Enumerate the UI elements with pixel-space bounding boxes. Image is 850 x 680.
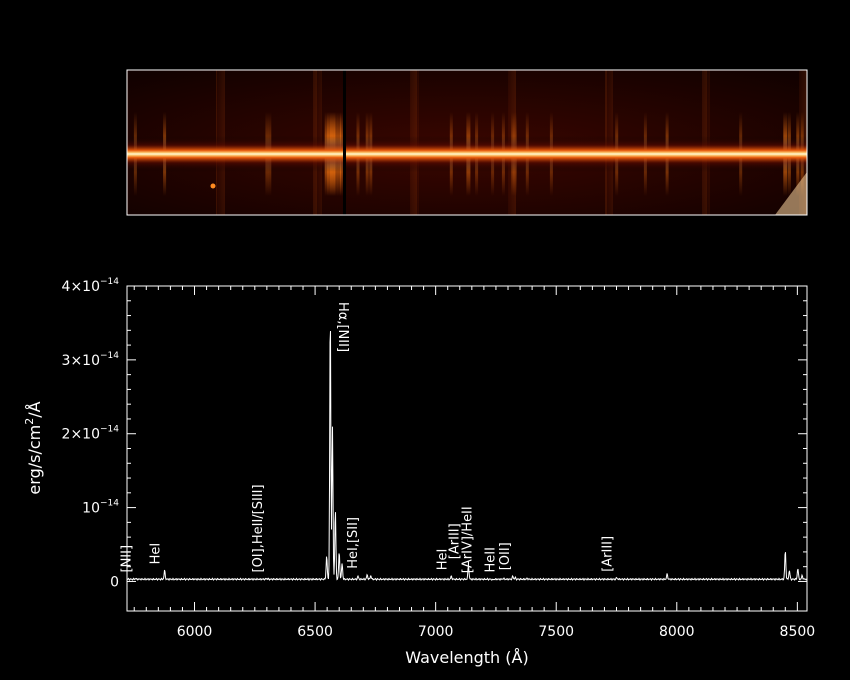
y-tick-label: 0 bbox=[110, 574, 119, 590]
spectrum-line bbox=[127, 330, 807, 582]
x-tick-label: 8500 bbox=[780, 624, 816, 640]
y-axis-label: erg/s/cm2/Å bbox=[23, 401, 44, 494]
x-tick-label: 7500 bbox=[538, 624, 574, 640]
annot-oii-7325: [OII] bbox=[498, 542, 513, 570]
hot-pixel bbox=[210, 183, 216, 189]
x-tick-label: 7000 bbox=[418, 624, 454, 640]
annot-ariii-7751: [ArIII] bbox=[601, 536, 616, 572]
y-axis-label-base: erg/s/cm bbox=[25, 425, 44, 495]
x-tick-label: 6000 bbox=[177, 624, 213, 640]
y-axis-label-tail: /Å bbox=[25, 401, 44, 417]
y-tick-label: 10−14 bbox=[82, 499, 119, 517]
annot-halpha-nii: Hα,[NII] bbox=[335, 302, 350, 352]
line-annotations: [NII] HeI [OI],HeII/[SIII] Hα,[NII] HeI,[SII… bbox=[119, 302, 615, 573]
x-tick-label: 6500 bbox=[297, 624, 333, 640]
bad-column bbox=[343, 70, 346, 215]
x-axis-label: Wavelength (Å) bbox=[405, 648, 528, 667]
y-tick-label: 4×10−14 bbox=[62, 277, 120, 295]
annot-ariv-heii: [ArIV]/HeII bbox=[461, 506, 476, 573]
x-axis-ticks: 6000 6500 7000 7500 8000 8500 bbox=[133, 286, 816, 640]
continuum-trace bbox=[127, 136, 807, 172]
annot-hei-sii: HeI,[SII] bbox=[346, 517, 361, 569]
y-tick-label: 3×10−14 bbox=[62, 351, 120, 369]
x-tick-label: 8000 bbox=[659, 624, 695, 640]
spectrum-plot-panel: 6000 6500 7000 7500 8000 8500 0 10−14 2×10−14 3×… bbox=[23, 277, 815, 667]
annot-oi-siii-6300: [OI],HeII/[SIII] bbox=[251, 484, 266, 572]
annot-hei-5876: HeI bbox=[149, 543, 164, 565]
y-axis-ticks: 0 10−14 2×10−14 3×10−14 4×10−14 bbox=[62, 277, 807, 590]
annot-heii-7280: HeII bbox=[484, 547, 499, 572]
spectrum-image-panel bbox=[126, 69, 808, 216]
y-axis-label-sup: 2 bbox=[23, 418, 36, 425]
annot-ariii-7136: [ArIII] bbox=[447, 523, 462, 559]
annot-hei-7065: HeI bbox=[435, 549, 450, 571]
corner-artifact bbox=[775, 172, 807, 215]
y-tick-label: 2×10−14 bbox=[62, 425, 120, 443]
image-frame bbox=[126, 69, 808, 216]
annot-nii-5755: [NII] bbox=[119, 545, 134, 573]
